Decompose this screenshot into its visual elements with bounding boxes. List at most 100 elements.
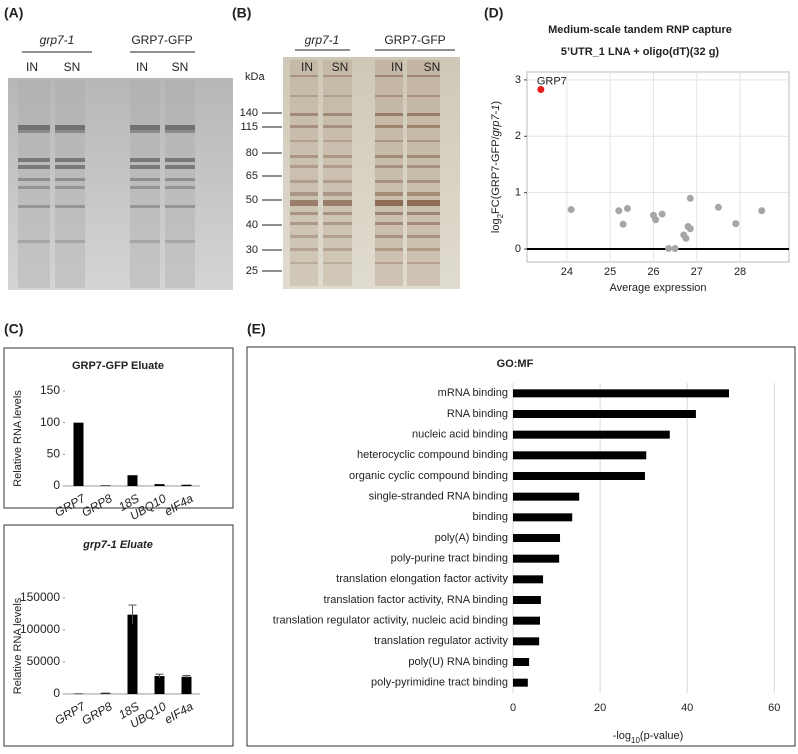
chart-title: GO:MF (497, 358, 534, 370)
gel-band (407, 180, 440, 183)
gel-band (375, 95, 403, 97)
lane-label: SN (172, 60, 189, 74)
gel-band (407, 192, 440, 196)
gel-band (407, 262, 440, 264)
x-axis-label-part: -log (613, 730, 631, 742)
gel-band (290, 262, 318, 264)
y-axis-label: Relative RNA levels (12, 597, 24, 694)
panel-label: (D) (484, 5, 503, 21)
bar (73, 422, 84, 486)
x-tick-label: 40 (681, 702, 693, 714)
point (732, 220, 740, 228)
point (714, 203, 722, 211)
category-label: single-stranded RNA binding (369, 491, 508, 503)
gel-group-label: grp7-1 (40, 33, 75, 47)
gel-band (18, 125, 50, 130)
point (671, 244, 679, 252)
gel-band (290, 192, 318, 196)
bar (154, 676, 165, 694)
y-tick-label: 50 (47, 447, 61, 461)
point (686, 225, 694, 233)
lane-label: IN (391, 60, 403, 74)
gel-band (323, 248, 352, 251)
x-axis-label: -log10(p-value) (613, 730, 684, 745)
gel-band (165, 186, 195, 189)
gel-group-label: GRP7-GFP (384, 33, 445, 47)
gel-band (55, 186, 85, 189)
lane-label: SN (424, 60, 441, 74)
gel-band (18, 186, 50, 189)
x-tick-label: 25 (604, 266, 616, 278)
gel-group-label: GRP7-GFP (131, 33, 192, 47)
gel-band (407, 75, 440, 77)
x-axis-label-part: (p-value) (640, 730, 683, 742)
y-tick-label: 2 (515, 130, 521, 142)
gel-band (323, 212, 352, 215)
gel-lane (323, 60, 352, 286)
panel-box (3, 524, 234, 747)
gel-band (290, 200, 318, 206)
gel-band (323, 222, 352, 225)
category-label: nucleic acid binding (412, 429, 508, 441)
gel-band (55, 125, 85, 130)
y-tick-label: 3 (515, 74, 521, 86)
gel-band (323, 165, 352, 168)
y-axis-label-part: ) (490, 101, 502, 105)
marker-label: 115 (240, 121, 258, 133)
gel-band (375, 200, 403, 206)
gel-band (407, 212, 440, 215)
gel-band (407, 165, 440, 168)
gel-band (375, 235, 403, 238)
gel-band (290, 212, 318, 215)
y-axis-label-part: log (490, 218, 502, 233)
y-tick-label: 150000 (20, 590, 60, 604)
category-label: translation regulator activity (374, 635, 508, 647)
gel-band (375, 192, 403, 196)
gel-band (290, 75, 318, 77)
gel-band (407, 200, 440, 206)
gel-band (18, 178, 50, 181)
gel-band (130, 240, 160, 243)
gel-band (290, 95, 318, 97)
gel-band (323, 180, 352, 183)
x-tick-label: 28 (734, 266, 746, 278)
gel-band (375, 180, 403, 183)
gel-band (290, 235, 318, 238)
panel-label: (A) (4, 5, 23, 21)
lane-label: SN (64, 60, 81, 74)
category-label: RNA binding (447, 408, 508, 420)
lane-label: IN (301, 60, 313, 74)
gel-band (55, 158, 85, 162)
category-label: poly-pyrimidine tract binding (371, 677, 508, 689)
bar (513, 430, 670, 439)
point (615, 207, 623, 215)
gel-band (290, 125, 318, 128)
gel-band (375, 248, 403, 251)
bar (513, 534, 561, 542)
y-tick-label: 0 (53, 686, 60, 700)
gel-band (407, 140, 440, 142)
gel-lane (375, 60, 403, 286)
gel-image (283, 57, 460, 289)
bar (513, 616, 540, 625)
category-label: poly(U) RNA binding (408, 656, 508, 668)
y-tick-label: 0 (53, 478, 60, 492)
gel-band (165, 205, 195, 208)
gel-lane (165, 80, 195, 288)
bar (513, 554, 560, 563)
marker-label: 30 (246, 244, 258, 256)
category-label: translation elongation factor activity (336, 573, 508, 585)
gel-band (165, 240, 195, 243)
y-tick-label: 50000 (27, 654, 61, 668)
bar (181, 676, 192, 694)
gel-band (375, 75, 403, 77)
chart-title: GRP7-GFP Eluate (72, 360, 164, 372)
marker-label: 140 (240, 107, 258, 119)
gel-band (18, 205, 50, 208)
gel-band (290, 222, 318, 225)
point (682, 234, 690, 242)
point (652, 216, 660, 224)
y-tick-label: 0 (515, 243, 521, 255)
category-label: poly-purine tract binding (391, 553, 508, 565)
